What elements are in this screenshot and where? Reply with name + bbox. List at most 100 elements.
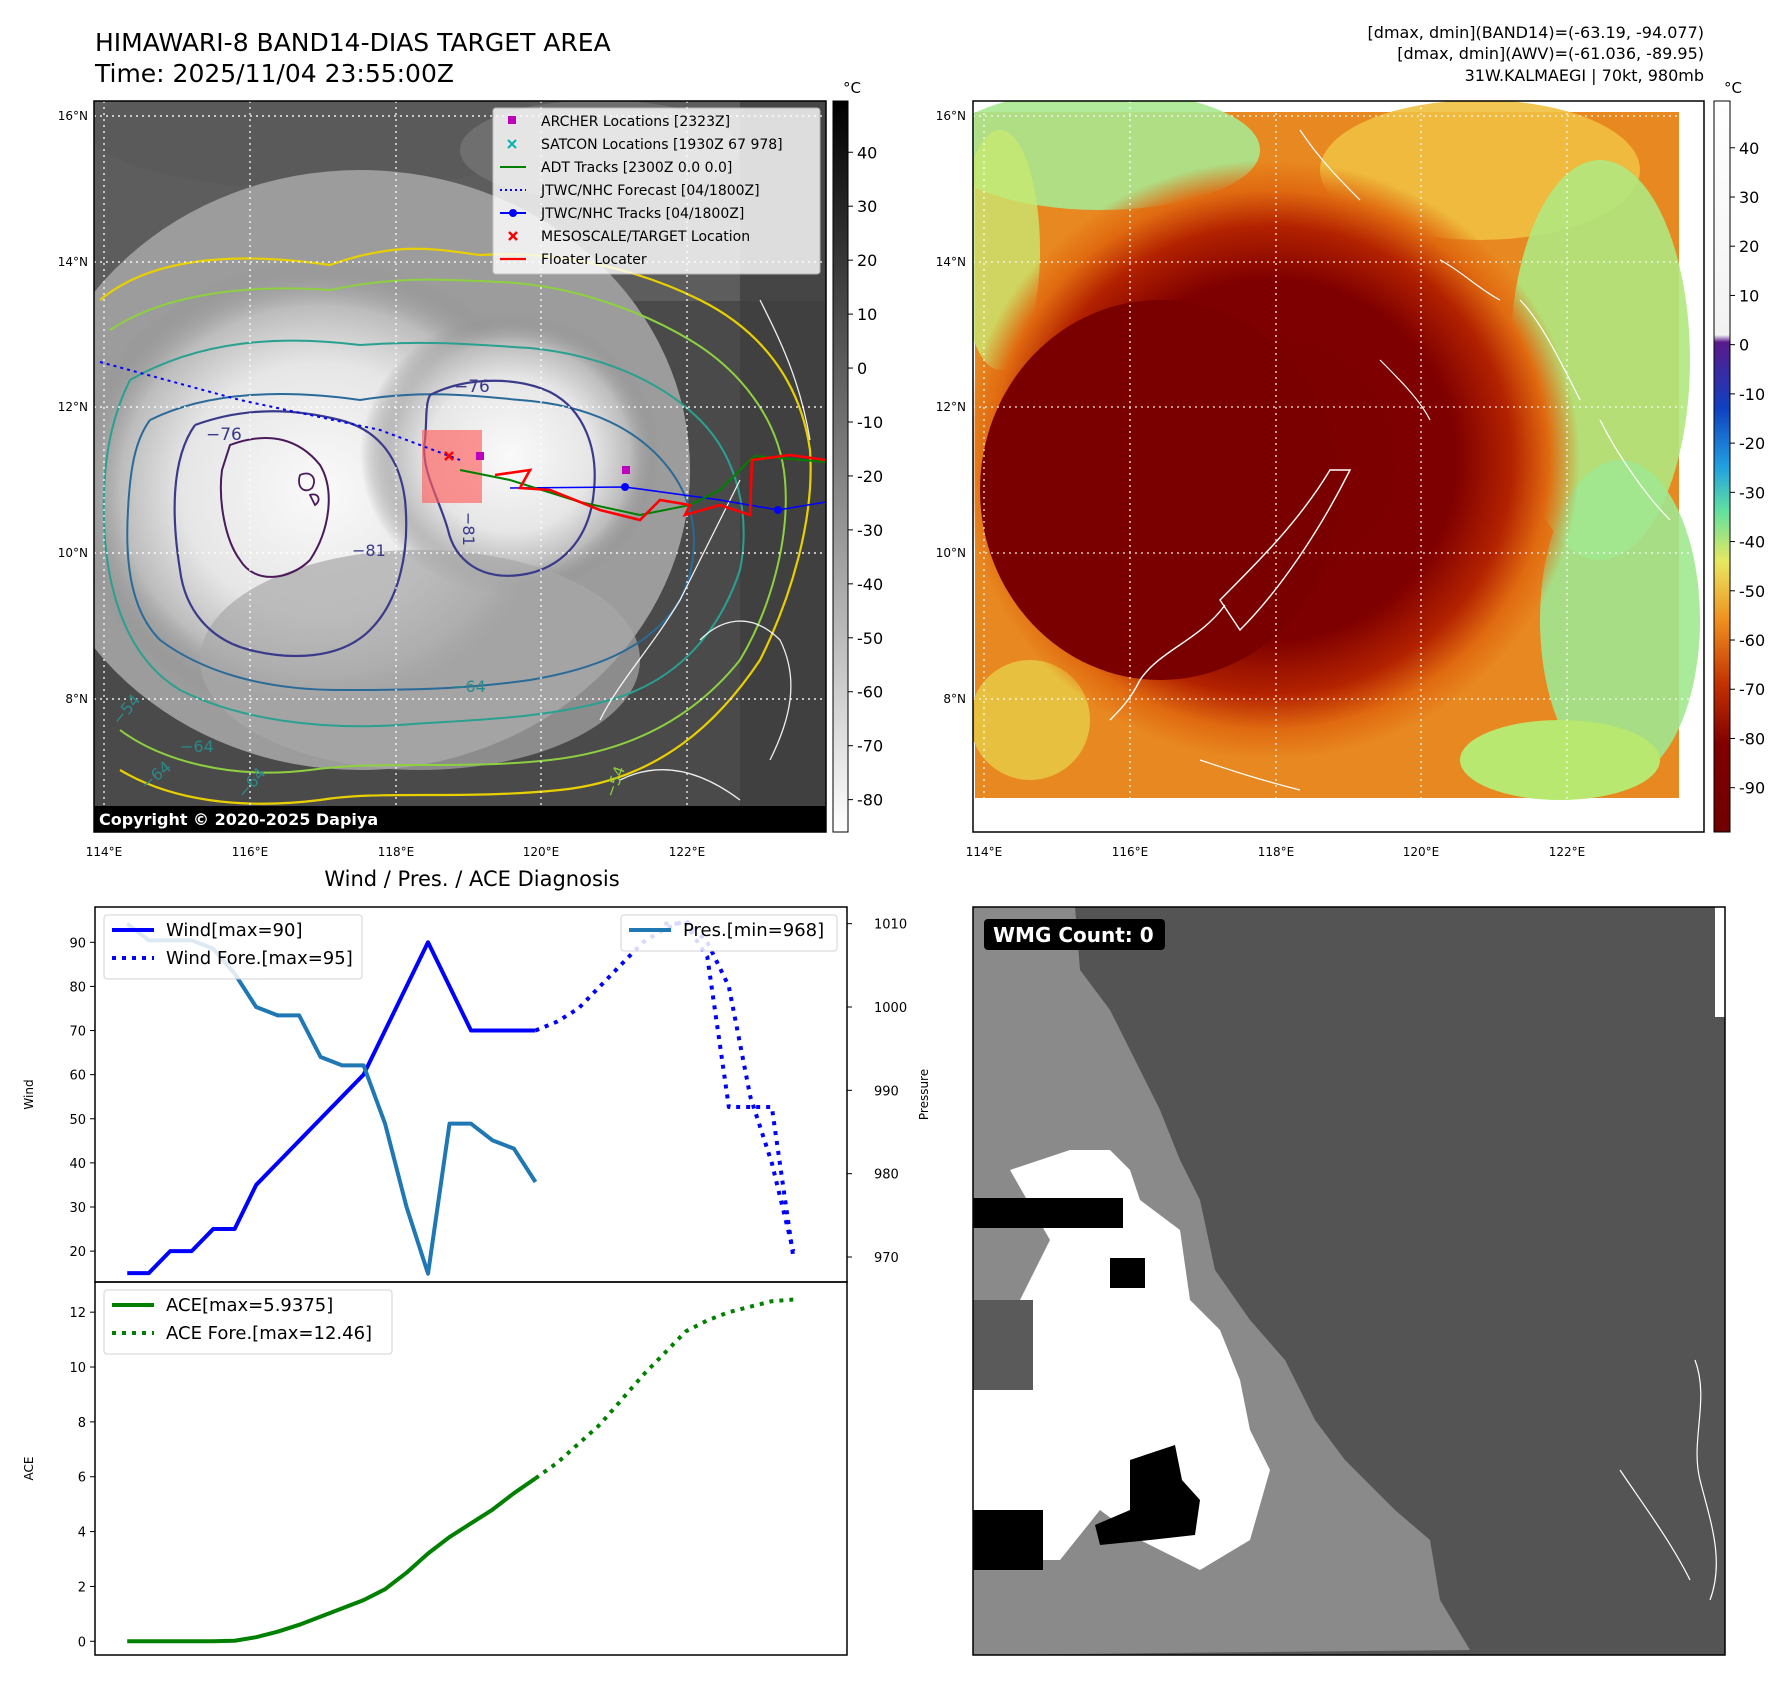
colorbar-tick-label: -40 bbox=[857, 575, 883, 594]
stats-awv: [dmax, dmin](AWV)=(-61.036, -89.95) bbox=[1397, 44, 1704, 63]
awv-colorbar-ticks: 40 30 20 10 0 -10 -20 -30 -40 -50 -60 -70 -80 -90 bbox=[1730, 139, 1765, 798]
wmg-white-region bbox=[973, 1150, 1270, 1570]
y-tick-label: 60 bbox=[69, 1069, 86, 1084]
colorbar-tick-label: -30 bbox=[857, 521, 883, 540]
y-tick-label: 80 bbox=[69, 980, 86, 995]
awv-gridlines bbox=[973, 101, 1704, 832]
awv-lat-labels: 16°N 14°N 12°N 10°N 8°N bbox=[936, 109, 966, 706]
colorbar-tick-label: 10 bbox=[857, 305, 877, 324]
lon-label: 116°E bbox=[1112, 845, 1149, 859]
target-location-marker bbox=[444, 451, 454, 461]
ir-colorbar-unit: °C bbox=[843, 79, 861, 97]
colorbar-tick-label: 20 bbox=[1739, 237, 1759, 256]
contour-label: −81 bbox=[459, 512, 478, 546]
colorbar-tick-label: -70 bbox=[857, 737, 883, 756]
wmg-count-label: WMG Count: 0 bbox=[993, 923, 1154, 947]
legend-box bbox=[620, 914, 838, 952]
series-line bbox=[127, 940, 536, 1276]
stats-band14: [dmax, dmin](BAND14)=(-63.19, -94.077) bbox=[1368, 23, 1704, 42]
archer-marker bbox=[476, 452, 484, 460]
ir-satellite-panel: −76 −76 −81 −81 −64 −54 −64 −64 −64 −54 … bbox=[58, 79, 883, 859]
colorbar-tick-label: 40 bbox=[857, 143, 877, 162]
contour-label: −76 bbox=[454, 377, 490, 397]
series-line bbox=[127, 1476, 537, 1644]
colorbar-tick-label: -60 bbox=[1739, 631, 1765, 650]
ir-legend: ARCHER Locations [2323Z] SATCON Location… bbox=[492, 107, 821, 275]
colorbar-tick-label: 0 bbox=[1739, 336, 1749, 355]
y-tick-label: 40 bbox=[69, 1157, 86, 1172]
lon-label: 118°E bbox=[378, 845, 415, 859]
lat-label: 16°N bbox=[936, 109, 966, 123]
colorbar-tick-label: 10 bbox=[1739, 286, 1759, 305]
legend-label: Floater Locater bbox=[541, 252, 647, 268]
jtwc-forecast-track bbox=[99, 361, 461, 461]
lon-label: 114°E bbox=[86, 845, 123, 859]
diagnosis-title: Wind / Pres. / ACE Diagnosis bbox=[324, 867, 619, 891]
awv-panel: 16°N 14°N 12°N 10°N 8°N 114°E 116°E 118°… bbox=[936, 79, 1765, 859]
colorbar-tick-label: -40 bbox=[1739, 533, 1765, 552]
ir-frame bbox=[93, 100, 827, 833]
storm-info: 31W.KALMAEGI | 70kt, 980mb bbox=[1465, 66, 1704, 85]
legend-box bbox=[103, 914, 363, 980]
contour-label: −64 bbox=[452, 677, 486, 696]
colorbar-tick-label: 0 bbox=[857, 359, 867, 378]
legend-label: JTWC/NHC Forecast [04/1800Z] bbox=[540, 183, 760, 199]
colorbar-tick-label: -30 bbox=[1739, 483, 1765, 502]
series-line bbox=[664, 921, 796, 1258]
lon-label: 122°E bbox=[1549, 845, 1586, 859]
awv-colorbar-unit: °C bbox=[1724, 79, 1742, 97]
legend-label: Pres.[min=968] bbox=[683, 920, 824, 941]
contour-label: −76 bbox=[206, 425, 242, 445]
lat-label: 8°N bbox=[65, 692, 88, 706]
colorbar-tick-label: -60 bbox=[857, 683, 883, 702]
copyright-text: Copyright © 2020-2025 Dapiya bbox=[99, 810, 378, 829]
wmg-black-region bbox=[973, 1198, 1123, 1228]
ir-colorbar bbox=[832, 100, 849, 833]
lat-label: 10°N bbox=[936, 546, 966, 560]
legend-label: Wind[max=90] bbox=[166, 920, 303, 941]
lat-label: 8°N bbox=[943, 692, 966, 706]
y2-tick-label: 1010 bbox=[874, 918, 907, 933]
y-tick-label: 12 bbox=[69, 1306, 86, 1321]
legend-label: Wind Fore.[max=95] bbox=[166, 948, 353, 969]
colorbar-tick-label: 40 bbox=[1739, 139, 1759, 158]
y-tick-label: 50 bbox=[69, 1113, 86, 1128]
y2-tick-label: 980 bbox=[874, 1168, 899, 1183]
lon-label: 120°E bbox=[523, 845, 560, 859]
y-axis-label: Wind bbox=[22, 1079, 36, 1109]
floater-locater-track bbox=[494, 453, 826, 522]
lat-label: 14°N bbox=[936, 255, 966, 269]
lon-label: 122°E bbox=[669, 845, 706, 859]
colorbar-tick-label: -70 bbox=[1739, 680, 1765, 699]
y-tick-label: 10 bbox=[69, 1361, 86, 1376]
wind-pressure-chart: 20 30 40 50 60 70 80 90 Wind 970 980 990 1000 1010 Pre… bbox=[22, 906, 931, 1283]
legend-marker-satcon bbox=[507, 139, 517, 149]
colorbar-tick-label: -90 bbox=[1739, 779, 1765, 798]
lon-label: 116°E bbox=[232, 845, 269, 859]
colorbar-tick-label: 30 bbox=[1739, 188, 1759, 207]
lat-label: 16°N bbox=[58, 109, 88, 123]
colorbar-tick-label: 30 bbox=[857, 197, 877, 216]
legend-label: SATCON Locations [1930Z 67 978] bbox=[541, 137, 783, 153]
wmg-count-badge bbox=[984, 919, 1165, 950]
y2-tick-label: 1000 bbox=[874, 1001, 907, 1016]
ace-chart: 0 2 4 6 8 10 12 ACE ACE[max=5.9375] ACE Fore.[max… bbox=[22, 1281, 848, 1656]
legend-label: JTWC/NHC Tracks [04/1800Z] bbox=[540, 206, 744, 222]
legend-label: ACE Fore.[max=12.46] bbox=[166, 1323, 372, 1344]
legend-label: MESOSCALE/TARGET Location bbox=[541, 229, 750, 245]
colorbar-tick-label: -20 bbox=[1739, 434, 1765, 453]
colorbar-tick-label: -80 bbox=[1739, 729, 1765, 748]
y-tick-label: 6 bbox=[78, 1471, 86, 1486]
legend-box bbox=[103, 1289, 393, 1355]
jtwc-track bbox=[509, 486, 826, 511]
y2-axis-label: Pressure bbox=[917, 1069, 931, 1120]
legend-marker-archer bbox=[508, 116, 516, 124]
y-tick-label: 2 bbox=[78, 1580, 86, 1595]
figure-time: Time: 2025/11/04 23:55:00Z bbox=[94, 59, 454, 88]
lon-label: 114°E bbox=[966, 845, 1003, 859]
contour-label: −81 bbox=[352, 541, 386, 560]
lon-label: 118°E bbox=[1258, 845, 1295, 859]
legend-label: ARCHER Locations [2323Z] bbox=[541, 114, 730, 130]
legend-marker-target bbox=[508, 231, 518, 241]
